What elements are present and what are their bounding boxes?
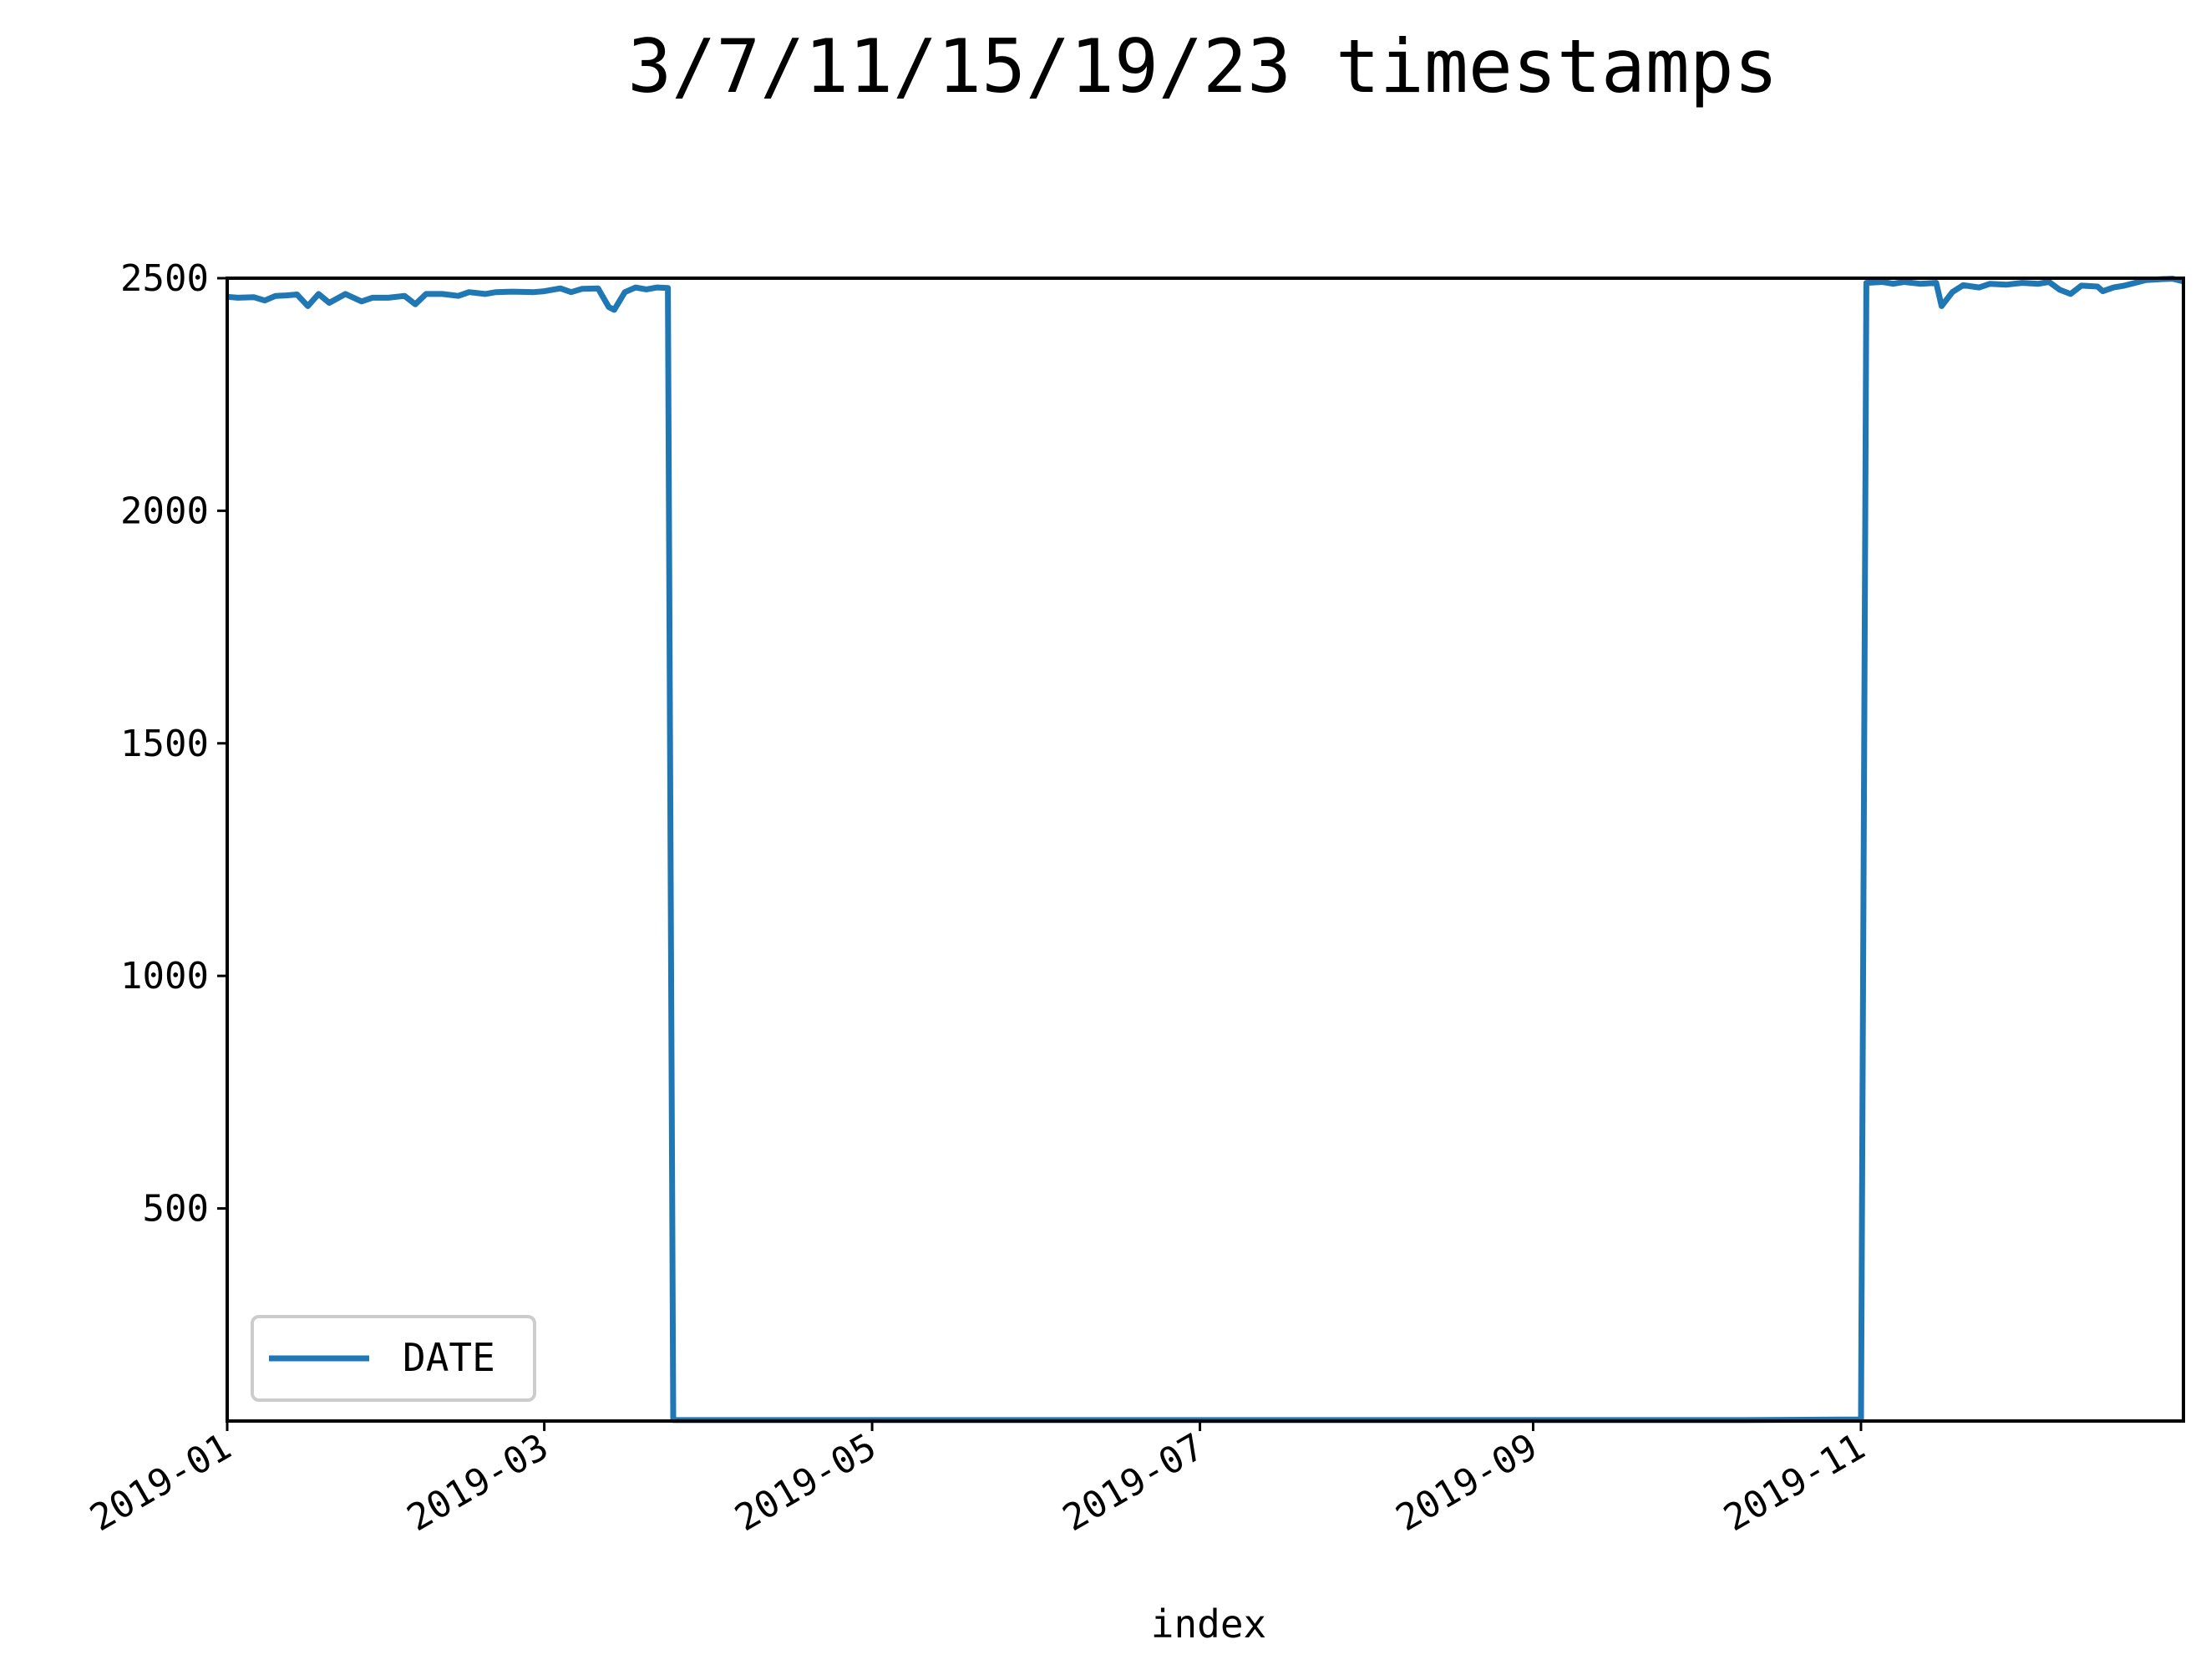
x-axis: 2019-01 2019-03 2019-05 2019-07 2019-09 2019-…: [83, 1421, 1872, 1540]
chart-title: 3/7/11/15/19/23 timestamps: [627, 23, 1778, 109]
x-axis-label: index: [1151, 1601, 1266, 1647]
x-tick-label: 2019-01: [83, 1425, 238, 1540]
y-tick-label: 1000: [120, 955, 209, 997]
axes-frame: [226, 277, 2185, 1423]
y-tick-label: 1500: [120, 723, 209, 765]
y-tick-label: 500: [143, 1188, 209, 1231]
series-line-date: [226, 276, 2184, 1424]
x-tick-label: 2019-05: [728, 1425, 883, 1540]
x-tick-label: 2019-09: [1389, 1425, 1544, 1540]
legend-box: [251, 1315, 536, 1402]
x-tick-label: 2019-11: [1717, 1425, 1872, 1540]
x-tick-label: 2019-07: [1056, 1425, 1211, 1540]
y-tick-label: 2500: [120, 257, 209, 300]
y-tick-label: 2000: [120, 490, 209, 532]
legend: DATE: [251, 1315, 536, 1402]
legend-label: DATE: [403, 1335, 495, 1380]
plot-area: [226, 276, 2184, 1424]
y-axis: 500 1000 1500 2000 2500: [120, 257, 227, 1231]
x-tick-label: 2019-03: [400, 1425, 555, 1540]
